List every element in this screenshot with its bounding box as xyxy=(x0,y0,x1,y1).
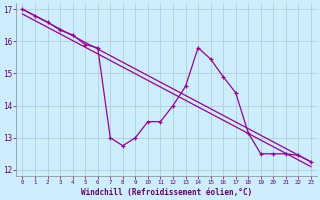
X-axis label: Windchill (Refroidissement éolien,°C): Windchill (Refroidissement éolien,°C) xyxy=(81,188,252,197)
